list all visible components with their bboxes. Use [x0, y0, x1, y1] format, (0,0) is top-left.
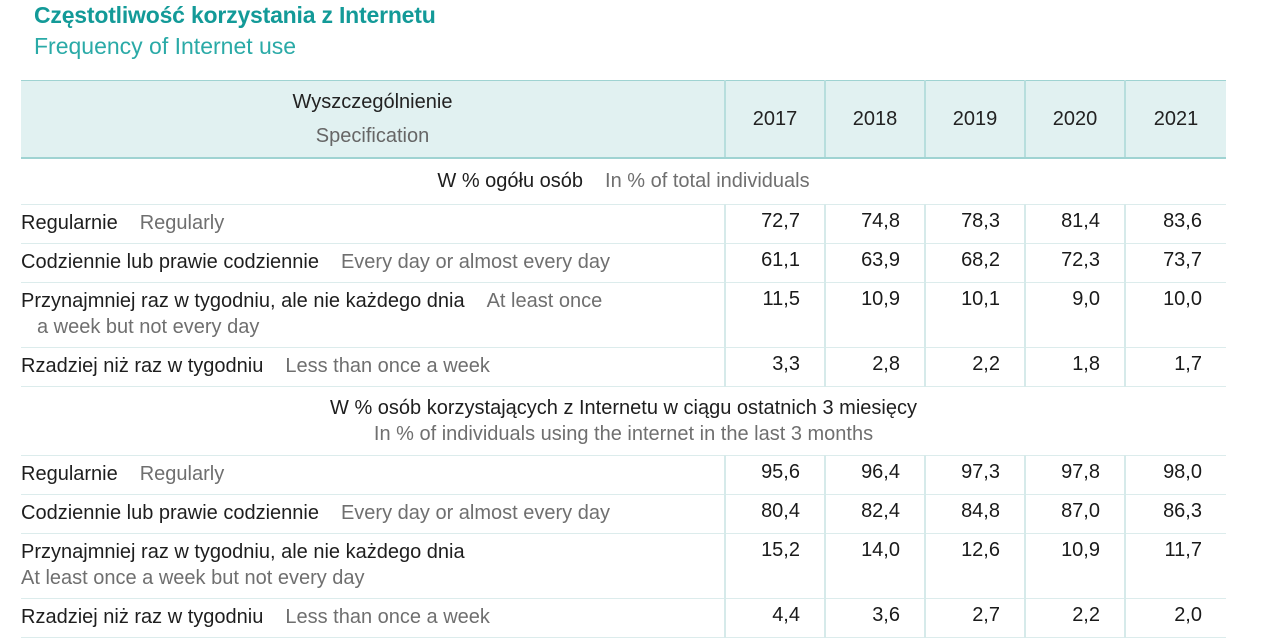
- header-spec-pl: Wyszczególnienie: [292, 91, 453, 113]
- cell-value: 3,3: [724, 347, 825, 387]
- row-label-pl: Regularnie: [21, 212, 118, 234]
- row-label-en-continued: a week but not every day: [37, 316, 260, 338]
- header-spec-en: Specification: [315, 125, 430, 147]
- cell-value: 9,0: [1024, 282, 1125, 348]
- section-heading-en: In % of total individuals: [605, 170, 810, 192]
- section-heading-pl: W % ogółu osób: [437, 170, 584, 192]
- cell-value: 96,4: [824, 455, 925, 495]
- table-row: Rzadziej niż raz w tygodniu Less than onc…: [21, 347, 1226, 387]
- cell-value: 95,6: [724, 455, 825, 495]
- cell-value: 11,5: [724, 282, 825, 348]
- row-label: Rzadziej niż raz w tygodniu Less than onc…: [21, 347, 725, 387]
- cell-value: 97,8: [1024, 455, 1125, 495]
- cell-value: 72,3: [1024, 243, 1125, 283]
- cell-value: 78,3: [924, 204, 1025, 244]
- cell-value: 82,4: [824, 494, 925, 534]
- row-label-pl: Przynajmniej raz w tygodniu, ale nie każ…: [21, 290, 465, 312]
- cell-value: 68,2: [924, 243, 1025, 283]
- section-heading-row: W % ogółu osób In % of total individuals: [21, 158, 1226, 205]
- row-label-pl: Rzadziej niż raz w tygodniu: [21, 606, 264, 628]
- table-row: Rzadziej niż raz w tygodniu Less than onc…: [21, 598, 1226, 638]
- table-row: Przynajmniej raz w tygodniu, ale nie każ…: [21, 533, 1226, 599]
- cell-value: 10,1: [924, 282, 1025, 348]
- section-heading-row: W % osób korzystających z Internetu w ci…: [21, 386, 1226, 456]
- cell-value: 72,7: [724, 204, 825, 244]
- row-label: Przynajmniej raz w tygodniu, ale nie każ…: [21, 533, 725, 599]
- cell-value: 87,0: [1024, 494, 1125, 534]
- cell-value: 11,7: [1124, 533, 1226, 599]
- header-year: 2020: [1024, 80, 1125, 159]
- header-year: 2019: [924, 80, 1025, 159]
- row-label-en: Regularly: [139, 212, 225, 234]
- row-label: Codziennie lub prawie codziennie Every da…: [21, 494, 725, 534]
- row-label-en: At least once: [486, 290, 603, 312]
- page-title: Częstotliwość korzystania z Internetu: [34, 2, 436, 28]
- cell-value: 10,9: [824, 282, 925, 348]
- cell-value: 73,7: [1124, 243, 1226, 283]
- cell-value: 63,9: [824, 243, 925, 283]
- cell-value: 84,8: [924, 494, 1025, 534]
- header-row: Wyszczególnienie Specification 2017 2018…: [21, 80, 1226, 159]
- cell-value: 2,0: [1124, 598, 1226, 638]
- cell-value: 3,6: [824, 598, 925, 638]
- section-heading-pl: W % osób korzystających z Internetu w ci…: [330, 397, 917, 419]
- table-row: Codziennie lub prawie codziennie Every da…: [21, 243, 1226, 283]
- cell-value: 86,3: [1124, 494, 1226, 534]
- section-heading: W % ogółu osób In % of total individuals: [21, 158, 1226, 205]
- row-label-pl: Codziennie lub prawie codziennie: [21, 251, 319, 273]
- cell-value: 98,0: [1124, 455, 1226, 495]
- row-label-en: Less than once a week: [285, 355, 490, 377]
- cell-value: 97,3: [924, 455, 1025, 495]
- row-label: Codziennie lub prawie codziennie Every da…: [21, 243, 725, 283]
- cell-value: 80,4: [724, 494, 825, 534]
- header-year: 2021: [1124, 80, 1226, 159]
- cell-value: 15,2: [724, 533, 825, 599]
- row-label-en: At least once a week but not every day: [21, 567, 365, 589]
- page-subtitle: Frequency of Internet use: [34, 33, 297, 59]
- row-label-en: Every day or almost every day: [340, 502, 610, 524]
- header-year: 2017: [724, 80, 825, 159]
- cell-value: 74,8: [824, 204, 925, 244]
- cell-value: 2,2: [924, 347, 1025, 387]
- cell-value: 14,0: [824, 533, 925, 599]
- section-heading-en: In % of individuals using the internet i…: [373, 423, 874, 445]
- row-label: Regularnie Regularly: [21, 455, 725, 495]
- row-label-en: Regularly: [139, 463, 225, 485]
- header-year: 2018: [824, 80, 925, 159]
- row-label: Regularnie Regularly: [21, 204, 725, 244]
- table-row: Regularnie Regularly 95,6 96,4 97,3 97,8 …: [21, 455, 1226, 495]
- data-table: Wyszczególnienie Specification 2017 2018…: [21, 80, 1226, 638]
- cell-value: 10,0: [1124, 282, 1226, 348]
- section-heading: W % osób korzystających z Internetu w ci…: [21, 386, 1226, 456]
- row-label-en: Every day or almost every day: [340, 251, 610, 273]
- table-row: Przynajmniej raz w tygodniu, ale nie każ…: [21, 282, 1226, 348]
- row-label-pl: Przynajmniej raz w tygodniu, ale nie każ…: [21, 541, 465, 563]
- table-row: Regularnie Regularly 72,7 74,8 78,3 81,4 …: [21, 204, 1226, 244]
- row-label-pl: Rzadziej niż raz w tygodniu: [21, 355, 264, 377]
- row-label-pl: Regularnie: [21, 463, 118, 485]
- cell-value: 2,2: [1024, 598, 1125, 638]
- cell-value: 1,7: [1124, 347, 1226, 387]
- row-label: Rzadziej niż raz w tygodniu Less than onc…: [21, 598, 725, 638]
- cell-value: 81,4: [1024, 204, 1125, 244]
- cell-value: 83,6: [1124, 204, 1226, 244]
- table-row: Codziennie lub prawie codziennie Every da…: [21, 494, 1226, 534]
- row-label: Przynajmniej raz w tygodniu, ale nie każ…: [21, 282, 725, 348]
- cell-value: 10,9: [1024, 533, 1125, 599]
- cell-value: 2,7: [924, 598, 1025, 638]
- cell-value: 1,8: [1024, 347, 1125, 387]
- header-specification: Wyszczególnienie Specification: [21, 80, 725, 159]
- cell-value: 2,8: [824, 347, 925, 387]
- row-label-pl: Codziennie lub prawie codziennie: [21, 502, 319, 524]
- cell-value: 4,4: [724, 598, 825, 638]
- cell-value: 12,6: [924, 533, 1025, 599]
- row-label-en: Less than once a week: [285, 606, 490, 628]
- cell-value: 61,1: [724, 243, 825, 283]
